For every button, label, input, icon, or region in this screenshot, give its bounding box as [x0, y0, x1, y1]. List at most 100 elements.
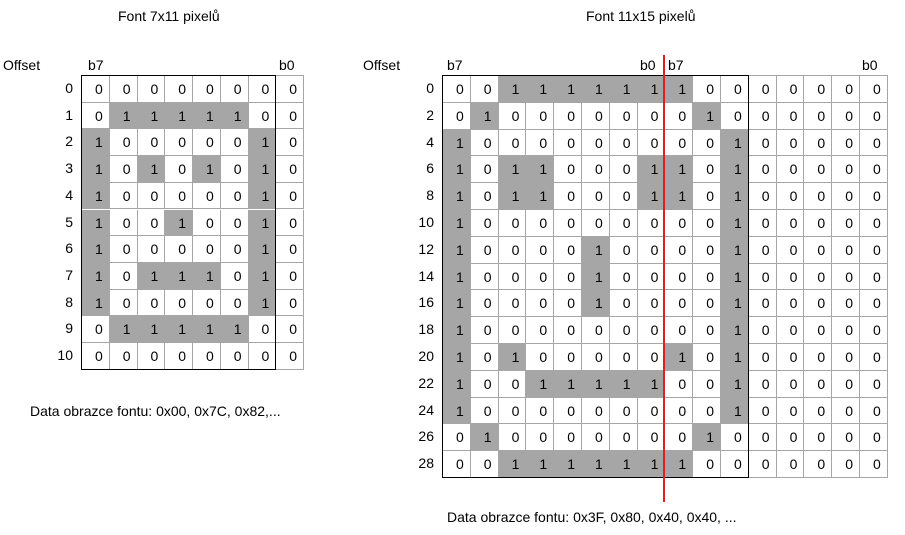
- pixel-cell-off: 0: [860, 129, 888, 157]
- pixel-cell-on: 1: [582, 451, 610, 478]
- row-offset-label: 26: [418, 428, 434, 445]
- pixel-cell-off: 0: [860, 424, 888, 452]
- pixel-cell-off: 0: [665, 129, 694, 157]
- pixel-cell-off: 0: [220, 76, 249, 103]
- pixel-cell-off: 0: [804, 290, 833, 318]
- pixel-cell-off: 0: [582, 317, 610, 344]
- pixel-cell-off: 0: [832, 102, 860, 130]
- pixel-cell-off: 0: [137, 209, 166, 237]
- row-offset-label: 22: [418, 374, 434, 391]
- pixel-cell-off: 0: [582, 183, 610, 210]
- pixel-cell-off: 0: [776, 451, 805, 478]
- pixel-cell-on: 1: [220, 102, 249, 130]
- pixel-cell-off: 0: [609, 210, 638, 237]
- pixel-cell-on: 1: [165, 262, 193, 290]
- pixel-cell-on: 1: [82, 289, 110, 317]
- pixel-cell-on: 1: [165, 102, 193, 130]
- left-b7-label: b7: [88, 57, 104, 73]
- pixel-cell-off: 0: [498, 290, 527, 318]
- pixel-cell-off: 0: [776, 210, 805, 237]
- pixel-cell-on: 1: [526, 370, 555, 398]
- pixel-cell-off: 0: [804, 236, 833, 264]
- pixel-cell-off: 0: [804, 424, 833, 452]
- pixel-cell-off: 0: [721, 102, 749, 130]
- row-offset-label: 7: [65, 266, 73, 283]
- pixel-cell-off: 0: [665, 102, 694, 130]
- pixel-cell-off: 0: [526, 263, 555, 291]
- pixel-cell-off: 0: [748, 317, 777, 344]
- pixel-cell-off: 0: [748, 76, 777, 103]
- pixel-cell-on: 1: [443, 183, 471, 210]
- pixel-cell-off: 0: [109, 289, 138, 317]
- pixel-cell-off: 0: [82, 316, 110, 343]
- pixel-cell-off: 0: [276, 129, 304, 157]
- pixel-cell-off: 0: [526, 210, 555, 237]
- pixel-cell-off: 0: [776, 317, 805, 344]
- pixel-cell-off: 0: [526, 317, 555, 344]
- pixel-cell-off: 0: [832, 451, 860, 478]
- pixel-cell-off: 0: [693, 76, 721, 103]
- row-offset-label: 5: [65, 213, 73, 230]
- pixel-cell-on: 1: [248, 156, 277, 183]
- pixel-cell-off: 0: [748, 397, 777, 425]
- pixel-cell-off: 0: [109, 182, 138, 210]
- pixel-cell-on: 1: [721, 290, 749, 318]
- pixel-cell-on: 1: [721, 344, 749, 371]
- pixel-cell-on: 1: [165, 316, 193, 343]
- row-offset-label: 3: [65, 160, 73, 177]
- pixel-cell-off: 0: [748, 290, 777, 318]
- pixel-cell-off: 0: [220, 236, 249, 263]
- pixel-cell-off: 0: [443, 102, 471, 130]
- pixel-cell-off: 0: [776, 102, 805, 130]
- pixel-cell-off: 0: [748, 424, 777, 452]
- pixel-cell-off: 0: [276, 343, 304, 370]
- pixel-cell-on: 1: [582, 236, 610, 264]
- pixel-cell-off: 0: [637, 236, 666, 264]
- pixel-cell-off: 0: [637, 397, 666, 425]
- right-b0-label: b0: [640, 57, 656, 73]
- row-offset-label: 6: [65, 240, 73, 257]
- pixel-cell-off: 0: [554, 424, 582, 452]
- pixel-cell-off: 0: [748, 183, 777, 210]
- pixel-cell-off: 0: [470, 183, 499, 210]
- pixel-cell-on: 1: [470, 424, 499, 452]
- pixel-cell-off: 0: [665, 210, 694, 237]
- pixel-cell-off: 0: [804, 370, 833, 398]
- pixel-cell-off: 0: [582, 344, 610, 371]
- pixel-cell-off: 0: [443, 76, 471, 103]
- pixel-cell-on: 1: [526, 76, 555, 103]
- row-offset-label: 18: [418, 321, 434, 338]
- pixel-cell-off: 0: [248, 316, 277, 343]
- pixel-cell-off: 0: [470, 236, 499, 264]
- pixel-cell-on: 1: [609, 76, 638, 103]
- row-offset-label: 8: [426, 187, 434, 204]
- pixel-cell-on: 1: [498, 183, 527, 210]
- pixel-cell-off: 0: [832, 129, 860, 157]
- pixel-cell-off: 0: [609, 236, 638, 264]
- row-offset-label: 12: [418, 240, 434, 257]
- pixel-cell-on: 1: [443, 129, 471, 157]
- pixel-cell-on: 1: [498, 156, 527, 184]
- pixel-cell-off: 0: [804, 263, 833, 291]
- pixel-cell-on: 1: [693, 424, 721, 452]
- pixel-cell-off: 0: [860, 76, 888, 103]
- pixel-cell-on: 1: [82, 262, 110, 290]
- pixel-cell-on: 1: [721, 397, 749, 425]
- row-offset-label: 2: [65, 133, 73, 150]
- pixel-cell-off: 0: [776, 129, 805, 157]
- pixel-cell-off: 0: [748, 210, 777, 237]
- pixel-cell-off: 0: [860, 102, 888, 130]
- pixel-cell-off: 0: [693, 317, 721, 344]
- pixel-cell-off: 0: [554, 317, 582, 344]
- pixel-cell-on: 1: [137, 156, 166, 183]
- pixel-cell-off: 0: [693, 397, 721, 425]
- row-offset-label: 14: [418, 267, 434, 284]
- pixel-cell-off: 0: [693, 263, 721, 291]
- pixel-cell-off: 0: [554, 156, 582, 184]
- pixel-cell-off: 0: [220, 209, 249, 237]
- pixel-cell-on: 1: [470, 102, 499, 130]
- pixel-cell-off: 0: [832, 344, 860, 371]
- pixel-cell-off: 0: [165, 76, 193, 103]
- pixel-cell-off: 0: [693, 236, 721, 264]
- pixel-cell-off: 0: [276, 76, 304, 103]
